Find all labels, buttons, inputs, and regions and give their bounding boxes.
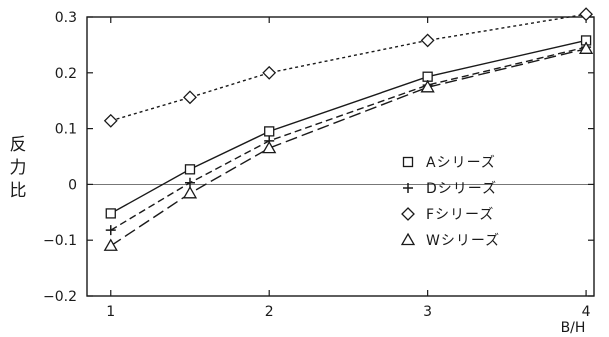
series-1: [105, 35, 592, 219]
series-line: [110, 48, 587, 247]
series-line: [110, 46, 587, 231]
legend-marker: [402, 156, 414, 168]
x-axis-label: B/H: [561, 320, 586, 336]
data-point: [264, 126, 275, 137]
legend-label: Wシリーズ: [426, 233, 500, 249]
y-tick-label: 0.3: [55, 10, 77, 26]
x-tick-label: 1: [106, 304, 115, 320]
legend-label: Aシリーズ: [426, 155, 496, 171]
data-point: [422, 71, 433, 82]
legend-item: Wシリーズ: [400, 232, 500, 249]
y-tick-label: 0.1: [55, 122, 77, 138]
legend-item: Aシリーズ: [402, 155, 496, 171]
series-layer: [103, 7, 594, 251]
data-point: [182, 186, 198, 199]
series-4: [103, 41, 594, 251]
legend-label: Dシリーズ: [426, 181, 497, 197]
series-line: [110, 13, 587, 122]
chart-legend: Aシリーズ Dシリーズ Fシリーズ Wシリーズ: [400, 155, 500, 249]
data-point: [262, 140, 277, 154]
x-tick-label: 2: [265, 304, 274, 320]
data-point: [183, 90, 197, 105]
y-tick-label: 0: [68, 177, 77, 193]
data-point: [184, 164, 196, 175]
legend-item: Dシリーズ: [403, 181, 497, 197]
x-tick-label: 4: [582, 304, 591, 320]
legend-marker: [401, 207, 415, 221]
series-3: [103, 7, 593, 128]
legend-marker: [403, 183, 413, 193]
data-point: [578, 41, 594, 54]
data-point: [262, 65, 277, 80]
data-point: [103, 113, 118, 128]
data-point: [579, 7, 593, 22]
series-2: [105, 42, 592, 236]
plot-axes: 0.3 0.2 0.1 0 −0.1 −0.2 1 2 3 4B/H: [43, 10, 595, 336]
plot-frame: [86, 16, 595, 297]
data-point: [420, 79, 435, 93]
legend-item: Fシリーズ: [401, 207, 494, 223]
legend-marker: [400, 232, 416, 246]
data-point: [105, 225, 116, 236]
legend-label: Fシリーズ: [426, 207, 494, 223]
y-tick-label: −0.1: [43, 233, 77, 249]
data-point: [420, 33, 435, 48]
y-axis-label: 反力比: [9, 135, 27, 201]
data-point: [103, 238, 118, 251]
x-tick-label: 3: [423, 304, 432, 320]
data-point: [105, 208, 116, 219]
y-tick-label: 0.2: [55, 66, 77, 82]
y-tick-label: −0.2: [43, 289, 77, 305]
